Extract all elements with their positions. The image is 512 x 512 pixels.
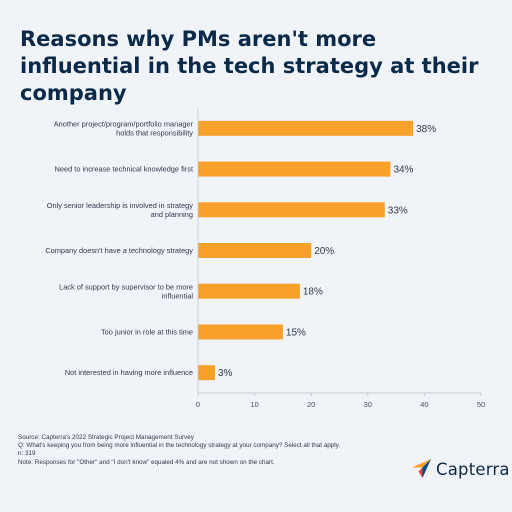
- data-label: 38%: [416, 124, 436, 135]
- value-labels-group: 38% 34% 33% 20% 18% 15% 3%: [218, 124, 436, 379]
- x-tick-label: 40: [420, 400, 428, 409]
- bar: [198, 243, 312, 258]
- data-label: 15%: [286, 327, 306, 338]
- data-label: 34%: [393, 165, 413, 176]
- bars-group: [198, 120, 414, 381]
- category-label: Lack of support by supervisor to be more…: [59, 282, 193, 300]
- x-tick-label: 20: [307, 400, 315, 409]
- data-label: 18%: [303, 287, 323, 298]
- survey-question: Q: What's keeping you from being more in…: [18, 442, 341, 450]
- category-label: Another project/program/portfolio manage…: [54, 119, 194, 137]
- x-axis-group: 0 10 20 30 40 50: [196, 108, 485, 409]
- bar: [198, 283, 300, 299]
- x-tick-label: 30: [364, 400, 372, 409]
- bar: [198, 120, 414, 136]
- data-label: 33%: [388, 205, 408, 216]
- sample-size: n: 319: [18, 450, 36, 458]
- x-tick-label: 10: [250, 400, 258, 409]
- bar: [198, 365, 215, 381]
- chart-footer: Source: Capterra's 2022 Strategic Projec…: [18, 434, 408, 467]
- data-label: 3%: [218, 368, 233, 379]
- logo-wordmark: Capterra: [436, 459, 510, 479]
- bar: [198, 324, 283, 340]
- x-tick-label: 50: [477, 400, 485, 409]
- bar: [198, 161, 391, 177]
- category-label: Company doesn't have a technology strate…: [45, 246, 193, 255]
- footnote: Note: Responses for "Other" and "I don't…: [18, 458, 275, 466]
- capterra-arrow-icon: [412, 459, 431, 478]
- bar-chart: Another project/program/portfolio manage…: [45, 108, 485, 409]
- source-note: Source: Capterra's 2022 Strategic Projec…: [18, 434, 194, 441]
- bar: [198, 202, 385, 218]
- category-label: Not interested in having more influence: [65, 368, 193, 377]
- capterra-logo: Capterra: [412, 459, 510, 479]
- data-label: 20%: [314, 246, 334, 257]
- category-label: Too junior in role at this time: [101, 328, 193, 337]
- category-labels-group: Another project/program/portfolio manage…: [45, 119, 193, 377]
- category-label: Only senior leadership is involved in st…: [47, 201, 194, 219]
- chart-title: Reasons why PMs aren't more influential …: [20, 27, 479, 105]
- category-label: Need to increase technical knowledge fir…: [55, 165, 193, 174]
- x-tick-label: 0: [196, 400, 200, 409]
